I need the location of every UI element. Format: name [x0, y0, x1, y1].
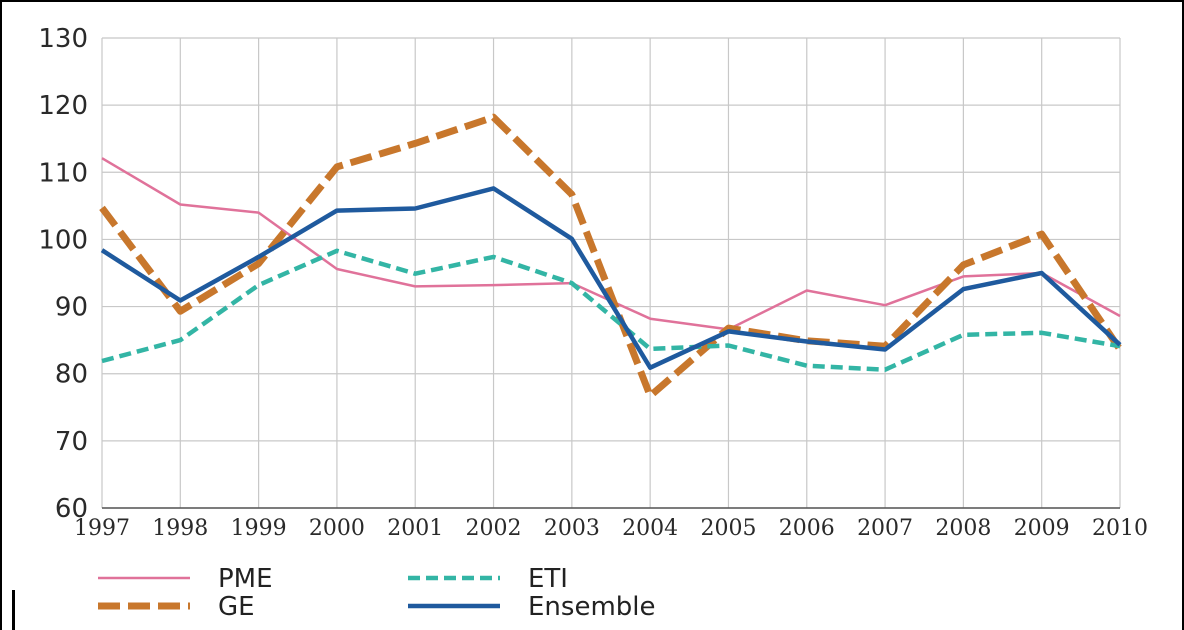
x-tick-label: 2010 [1092, 516, 1148, 541]
legend-label-eti: ETI [528, 564, 568, 594]
series-lines [99, 113, 1123, 400]
y-tick-label: 80 [55, 360, 88, 390]
x-axis-ticks: 1997 1998 1999 2000 2001 2002 2003 2004 2005 2006… [74, 516, 1148, 541]
x-tick-label: 1999 [231, 516, 287, 541]
frame-edge [12, 590, 15, 630]
x-tick-label: 2000 [309, 516, 365, 541]
x-tick-label: 2006 [779, 516, 835, 541]
y-tick-label: 70 [55, 427, 88, 457]
series-line-ensemble [100, 186, 1122, 370]
x-tick-label: 2002 [466, 516, 522, 541]
y-tick-label: 120 [38, 91, 88, 121]
x-tick-label: 2009 [1014, 516, 1070, 541]
x-tick-label: 2007 [857, 516, 913, 541]
y-tick-label: 110 [38, 158, 88, 188]
y-tick-label: 60 [55, 494, 88, 524]
x-tick-label: 2004 [622, 516, 678, 541]
y-tick-label: 90 [55, 293, 88, 323]
y-tick-label: 130 [38, 24, 88, 54]
legend-label-ensemble: Ensemble [528, 592, 656, 622]
legend-label-ge: GE [218, 592, 255, 622]
legend-label-pme: PME [218, 564, 273, 594]
y-tick-label: 100 [38, 225, 88, 255]
x-tick-label: 2001 [387, 516, 443, 541]
x-tick-label: 1997 [74, 516, 130, 541]
x-tick-label: 2008 [935, 516, 991, 541]
series-line-eti [101, 248, 1121, 372]
x-tick-label: 2005 [700, 516, 756, 541]
x-tick-label: 1998 [152, 516, 208, 541]
y-axis-ticks: 60 70 80 90 100 110 120 130 [38, 24, 88, 524]
x-tick-label: 2003 [544, 516, 600, 541]
gridlines [101, 37, 1121, 509]
